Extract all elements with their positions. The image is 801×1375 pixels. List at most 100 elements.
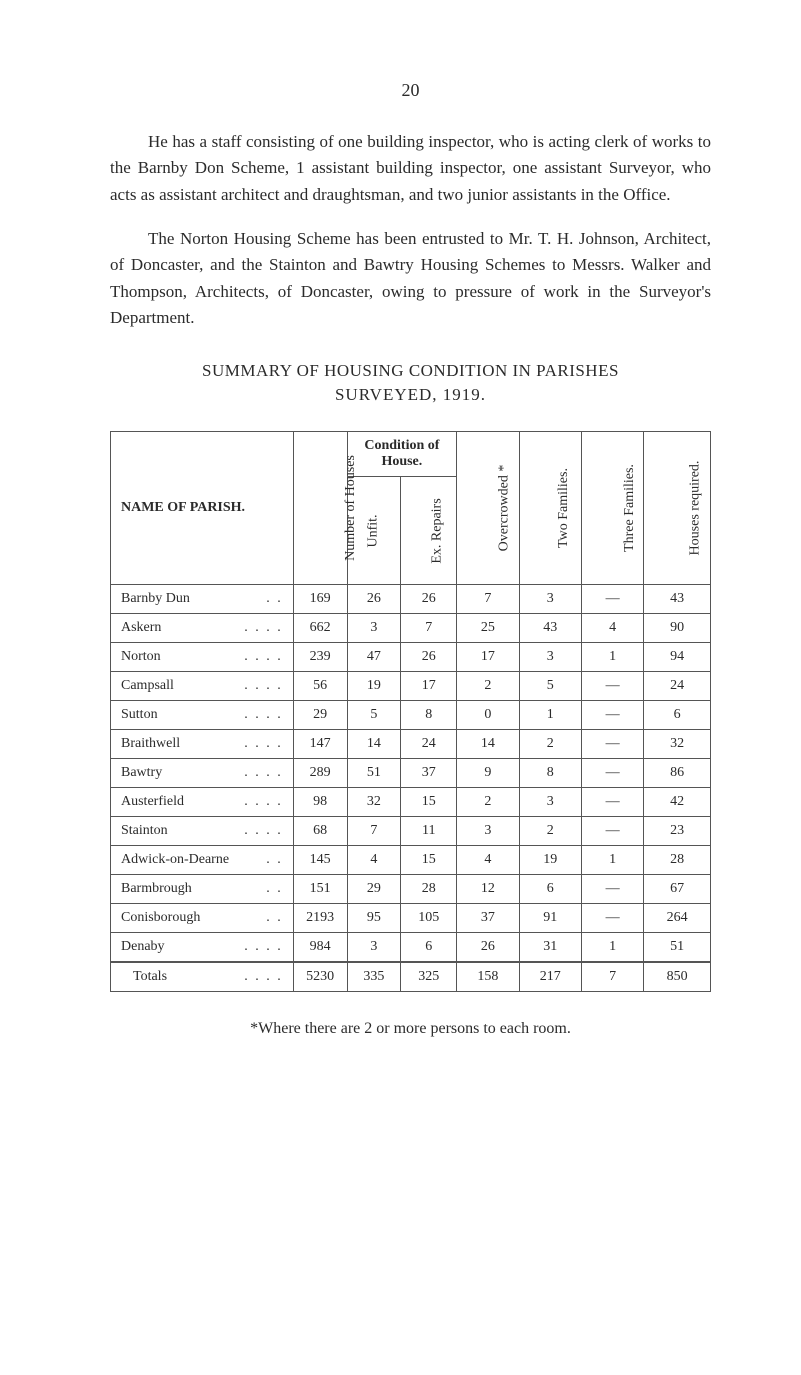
row-dots: . .: [266, 852, 283, 868]
row-req: 94: [644, 643, 711, 672]
row-over: 2: [457, 672, 519, 701]
row-num: 68: [293, 817, 347, 846]
row-repairs: 15: [401, 788, 457, 817]
row-req: 32: [644, 730, 711, 759]
row-dots: . . . .: [244, 736, 283, 752]
row-repairs: 105: [401, 904, 457, 933]
row-name-cell: Norton. . . .: [111, 643, 294, 672]
col-condition-group: Condition of House.: [347, 432, 457, 477]
row-two: 5: [519, 672, 581, 701]
row-num: 98: [293, 788, 347, 817]
row-three: 4: [581, 614, 643, 643]
row-over: 9: [457, 759, 519, 788]
row-unfit: 26: [347, 585, 401, 614]
row-unfit: 3: [347, 614, 401, 643]
table-row: Austerfield. . . .98321523—42: [111, 788, 711, 817]
row-two: 2: [519, 730, 581, 759]
row-req: 24: [644, 672, 711, 701]
row-repairs: 7: [401, 614, 457, 643]
row-dots: . . . .: [244, 939, 283, 955]
totals-dots: . . . .: [244, 969, 283, 985]
totals-repairs: 325: [401, 962, 457, 992]
totals-req: 850: [644, 962, 711, 992]
row-two: 3: [519, 585, 581, 614]
row-three: —: [581, 730, 643, 759]
row-over: 7: [457, 585, 519, 614]
row-name-cell: Braithwell. . . .: [111, 730, 294, 759]
row-name: Austerfield: [121, 794, 184, 809]
row-num: 147: [293, 730, 347, 759]
col-unfit-text: Unfit.: [366, 514, 382, 547]
page: 20 He has a staff consisting of one buil…: [0, 0, 801, 1375]
row-three: —: [581, 701, 643, 730]
row-name-cell: Denaby. . . .: [111, 933, 294, 963]
row-name-cell: Barnby Dun. .: [111, 585, 294, 614]
row-unfit: 14: [347, 730, 401, 759]
row-req: 28: [644, 846, 711, 875]
row-name: Sutton: [121, 707, 158, 722]
row-repairs: 8: [401, 701, 457, 730]
row-repairs: 26: [401, 643, 457, 672]
row-num: 169: [293, 585, 347, 614]
totals-three: 7: [581, 962, 643, 992]
col-ex-repairs: Ex. Repairs: [401, 477, 457, 585]
row-unfit: 51: [347, 759, 401, 788]
table-row: Conisborough. .2193951053791—264: [111, 904, 711, 933]
row-repairs: 15: [401, 846, 457, 875]
row-req: 264: [644, 904, 711, 933]
table-row: Askern. . . .662372543490: [111, 614, 711, 643]
row-dots: . . . .: [244, 823, 283, 839]
row-over: 37: [457, 904, 519, 933]
row-name: Conisborough: [121, 910, 200, 925]
row-three: —: [581, 788, 643, 817]
row-num: 151: [293, 875, 347, 904]
col-three-families: Three Families.: [581, 432, 643, 585]
row-req: 42: [644, 788, 711, 817]
table-row: Adwick-on-Dearne. .145415419128: [111, 846, 711, 875]
col-houses-required-text: Houses required.: [688, 461, 704, 556]
row-over: 12: [457, 875, 519, 904]
totals-num: 5230: [293, 962, 347, 992]
row-unfit: 47: [347, 643, 401, 672]
row-name-cell: Conisborough. .: [111, 904, 294, 933]
row-three: —: [581, 817, 643, 846]
row-name: Barmbrough: [121, 881, 192, 896]
row-unfit: 32: [347, 788, 401, 817]
row-dots: . . . .: [244, 678, 283, 694]
row-num: 56: [293, 672, 347, 701]
row-two: 6: [519, 875, 581, 904]
row-three: —: [581, 875, 643, 904]
col-overcrowded-text: Overcrowded *: [497, 465, 513, 552]
row-three: —: [581, 672, 643, 701]
row-repairs: 37: [401, 759, 457, 788]
table-head: NAME OF PARISH. Number of Houses Conditi…: [111, 432, 711, 585]
row-over: 4: [457, 846, 519, 875]
paragraph-1: He has a staff consisting of one buildin…: [110, 129, 711, 208]
row-two: 43: [519, 614, 581, 643]
row-dots: . . . .: [244, 649, 283, 665]
row-unfit: 95: [347, 904, 401, 933]
row-req: 86: [644, 759, 711, 788]
row-two: 2: [519, 817, 581, 846]
row-num: 145: [293, 846, 347, 875]
row-req: 51: [644, 933, 711, 963]
row-three: 1: [581, 846, 643, 875]
footnote: *Where there are 2 or more persons to ea…: [110, 1020, 711, 1038]
row-name: Barnby Dun: [121, 591, 190, 606]
totals-name-cell: Totals. . . .: [111, 962, 294, 992]
row-repairs: 11: [401, 817, 457, 846]
row-req: 90: [644, 614, 711, 643]
row-dots: . . . .: [244, 794, 283, 810]
col-num-houses-text: Number of Houses: [343, 456, 359, 562]
table-row: Bawtry. . . .289513798—86: [111, 759, 711, 788]
row-name: Adwick-on-Dearne: [121, 852, 229, 867]
row-name-cell: Bawtry. . . .: [111, 759, 294, 788]
row-over: 26: [457, 933, 519, 963]
row-over: 17: [457, 643, 519, 672]
row-two: 1: [519, 701, 581, 730]
table-body: Barnby Dun. .169262673—43Askern. . . .66…: [111, 585, 711, 963]
section-heading: SUMMARY OF HOUSING CONDITION IN PARISHES: [110, 361, 711, 381]
row-req: 67: [644, 875, 711, 904]
row-over: 25: [457, 614, 519, 643]
row-unfit: 7: [347, 817, 401, 846]
